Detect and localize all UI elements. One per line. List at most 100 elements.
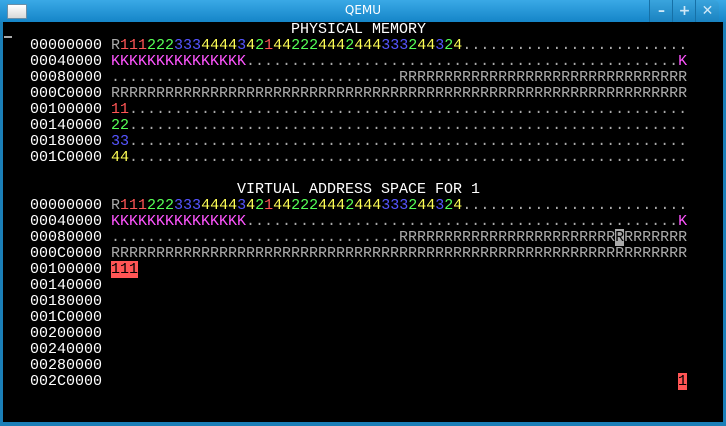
memory-cells: R xyxy=(111,37,121,54)
memory-row: 00100000 111 xyxy=(3,261,723,278)
padding-space xyxy=(111,373,678,390)
memory-row: 00040000 KKKKKKKKKKKKKKK.................… xyxy=(3,214,723,230)
row-cells: 111 xyxy=(111,261,139,278)
row-address: 001C0000 xyxy=(30,149,103,166)
memory-cells: 22 xyxy=(111,117,130,134)
memory-cells: ........................................… xyxy=(129,117,688,134)
memory-cells: K xyxy=(678,53,688,70)
memory-row: 000C0000 RRRRRRRRRRRRRRRRRRRRRRRRRRRRRRRR… xyxy=(3,246,723,262)
memory-row: 00080000................................… xyxy=(3,229,723,246)
memory-cells: 4444 xyxy=(201,197,238,214)
row-cells: ................................RRRRRRRR… xyxy=(111,70,687,86)
memory-row: 000C0000 RRRRRRRRRRRRRRRRRRRRRRRRRRRRRRRR… xyxy=(3,86,723,102)
memory-cells: RRRRRRR xyxy=(624,229,688,246)
memory-row: 00140000 xyxy=(3,278,723,294)
memory-cells: 4 xyxy=(246,197,256,214)
row-address: 00000000 xyxy=(30,197,103,214)
memory-cells: ........................................… xyxy=(129,149,688,166)
memory-cells: 222 xyxy=(147,37,175,54)
memory-cells: 1 xyxy=(264,197,274,214)
memory-cells: 222 xyxy=(147,197,175,214)
memory-cells: 111 xyxy=(120,197,148,214)
memory-row: 00100000 11..............................… xyxy=(3,102,723,118)
memory-cells: 11 xyxy=(111,101,130,118)
memory-cells: 44 xyxy=(417,37,436,54)
memory-cells: 111 xyxy=(120,37,148,54)
memory-row: 00180000 33..............................… xyxy=(3,134,723,150)
memory-cells: 33 xyxy=(111,133,130,150)
row-address: 00280000 xyxy=(30,357,103,374)
row-address: 000C0000 xyxy=(30,245,103,262)
row-cells: ................................RRRRRRRR… xyxy=(111,229,688,246)
memory-cells: 333 xyxy=(381,37,409,54)
memory-cells: 44 xyxy=(111,149,130,166)
memory-cells: 444 xyxy=(354,197,382,214)
row-address: 00200000 xyxy=(30,325,103,342)
memory-cells: ........................................… xyxy=(246,53,679,70)
memory-cells: 444 xyxy=(354,37,382,54)
row-cells: 1 xyxy=(111,373,688,390)
memory-cells: 444 xyxy=(318,197,346,214)
memory-cells: KKKKKKKKKKKKKKK xyxy=(111,53,247,70)
row-address: 00080000 xyxy=(30,229,103,246)
vga-text-screen[interactable]: PHYSICAL MEMORY 00000000 R1112223334444342… xyxy=(3,22,723,422)
highlighted-cell: 1 xyxy=(678,373,688,390)
memory-cells: 2 xyxy=(444,37,454,54)
memory-cells: 2 xyxy=(255,37,265,54)
memory-cells: 333 xyxy=(174,197,202,214)
memory-cells: ........................................… xyxy=(129,101,688,118)
window-title: QEMU xyxy=(344,3,382,17)
memory-cells: 2 xyxy=(255,197,265,214)
row-address: 00180000 xyxy=(30,133,103,150)
memory-cells: ........................................… xyxy=(246,213,679,230)
row-cells: R11122233344443421442224442444333244324.… xyxy=(111,38,687,54)
memory-cells: 4 xyxy=(453,197,463,214)
memory-cells: 222 xyxy=(291,197,319,214)
row-cells: 33......................................… xyxy=(111,134,687,150)
window-menu-icon[interactable] xyxy=(7,4,27,19)
memory-row: 00200000 xyxy=(3,326,723,342)
memory-cells: K xyxy=(678,213,688,230)
row-address: 00140000 xyxy=(30,117,103,134)
row-address: 00100000 xyxy=(30,101,103,118)
memory-row: 00000000 R1112223334444342144222444244433… xyxy=(3,198,723,214)
close-button[interactable]: ✕ xyxy=(695,0,719,22)
memory-cells: 2 xyxy=(408,197,418,214)
maximize-button[interactable]: + xyxy=(672,0,696,22)
row-address: 000C0000 xyxy=(30,85,103,102)
memory-row: 00180000 xyxy=(3,294,723,310)
row-address: 00100000 xyxy=(30,261,103,278)
memory-cells: ........................................… xyxy=(129,133,688,150)
memory-cells: 4444 xyxy=(201,37,238,54)
memory-cells: 44 xyxy=(417,197,436,214)
memory-row: 00000000 R1112223334444342144222444244433… xyxy=(3,38,723,54)
title-bar[interactable]: QEMU – + ✕ xyxy=(0,0,726,22)
memory-cells: 333 xyxy=(174,37,202,54)
memory-cells: RRRRRRRRRRRRRRRRRRRRRRRRRRRRRRRRRRRRRRRR… xyxy=(111,85,688,102)
row-address: 002C0000 xyxy=(30,373,103,390)
text-cursor xyxy=(4,36,12,38)
row-address: 00140000 xyxy=(30,277,103,294)
row-cells: 22......................................… xyxy=(111,118,687,134)
memory-row: 001C0000 44..............................… xyxy=(3,150,723,166)
memory-cells: 1 xyxy=(264,37,274,54)
highlighted-cell: 111 xyxy=(111,261,139,278)
memory-cells: 3 xyxy=(237,37,247,54)
memory-cells: 222 xyxy=(291,37,319,54)
memory-cells: 4 xyxy=(453,37,463,54)
row-address: 00080000 xyxy=(30,69,103,86)
memory-cells: R xyxy=(111,197,121,214)
row-cells: KKKKKKKKKKKKKKK.........................… xyxy=(111,214,687,230)
memory-cells: 2 xyxy=(444,197,454,214)
memory-row: 00240000 xyxy=(3,342,723,358)
memory-cells: KKKKKKKKKKKKKKK xyxy=(111,213,247,230)
memory-cells: 2 xyxy=(345,37,355,54)
memory-cells: 3 xyxy=(435,197,445,214)
minimize-button[interactable]: – xyxy=(649,0,673,22)
row-address: 00000000 xyxy=(30,37,103,54)
row-address: 00040000 xyxy=(30,213,103,230)
row-cells: 44......................................… xyxy=(111,150,687,166)
row-address: 001C0000 xyxy=(30,309,103,326)
memory-cells: 44 xyxy=(273,37,292,54)
